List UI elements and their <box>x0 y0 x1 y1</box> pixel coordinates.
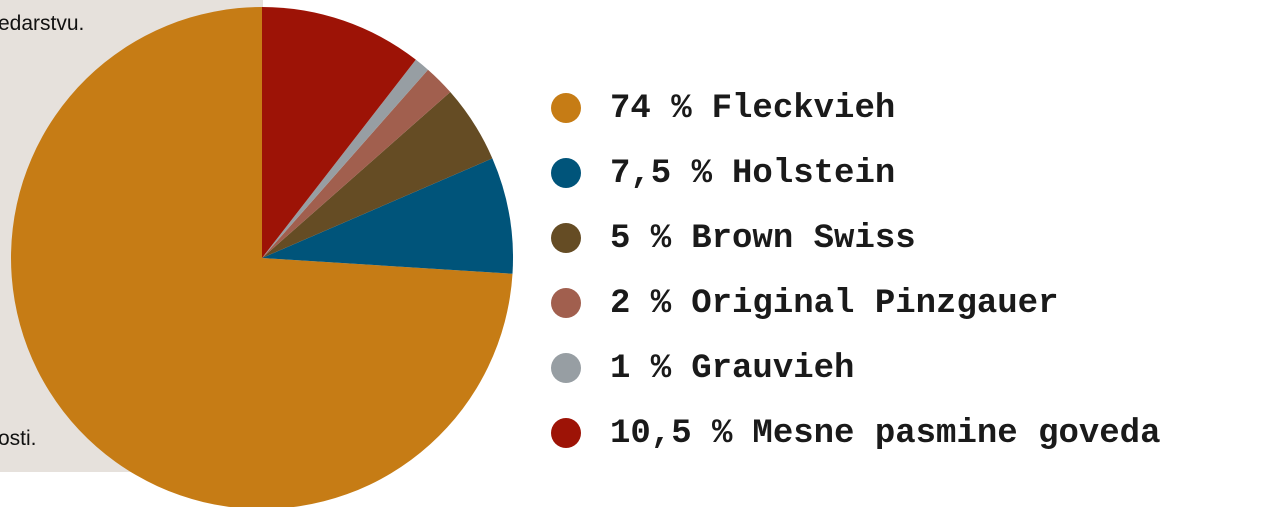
legend-swatch <box>551 93 581 123</box>
pie-slice <box>262 6 416 258</box>
legend-value: 74 % <box>610 90 692 128</box>
pie-slice <box>262 158 513 274</box>
pie-slice <box>262 69 451 258</box>
legend-name: Original Pinzgauer <box>691 285 1058 323</box>
legend-label: 5 % Brown Swiss <box>610 220 916 258</box>
legend: 74 % Fleckvieh 7,5 % Holstein 5 % Brown Swiss… <box>551 90 1161 453</box>
legend-label: 1 % Grauvieh <box>610 350 854 388</box>
legend-swatch <box>551 223 581 253</box>
legend-value: 1 % <box>610 350 672 388</box>
legend-value: 2 % <box>610 285 672 323</box>
legend-swatch <box>551 418 581 448</box>
legend-label: 2 % Original Pinzgauer <box>610 285 1058 323</box>
legend-value: 5 % <box>610 220 672 258</box>
side-text: osti. <box>0 427 37 450</box>
legend-name: Fleckvieh <box>712 90 896 128</box>
side-text: edarstvu. <box>0 12 84 35</box>
legend-name: Holstein <box>732 155 895 193</box>
legend-name: Brown Swiss <box>691 220 915 258</box>
legend-swatch <box>551 288 581 318</box>
legend-swatch <box>551 353 581 383</box>
legend-label: 7,5 % Holstein <box>610 155 895 193</box>
legend-name: Grauvieh <box>691 350 854 388</box>
legend-value: 10,5 % <box>610 415 733 453</box>
legend-value: 7,5 % <box>610 155 713 193</box>
legend-label: 74 % Fleckvieh <box>610 90 895 128</box>
legend-label: 10,5 % Mesne pasmine goveda <box>610 415 1161 453</box>
legend-name: Mesne pasmine goveda <box>752 415 1160 453</box>
legend-swatch <box>551 158 581 188</box>
pie-slice <box>262 59 428 258</box>
pie-slice <box>11 7 513 507</box>
pie <box>11 6 513 507</box>
pie-slice <box>262 92 493 259</box>
